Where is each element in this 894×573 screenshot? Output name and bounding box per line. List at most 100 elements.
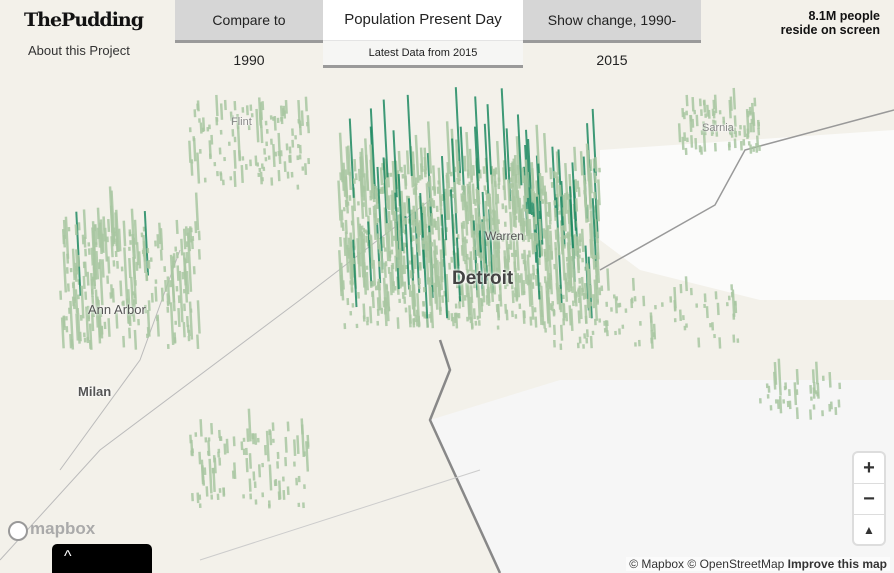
mapbox-logo-icon[interactable] — [8, 521, 28, 541]
improve-map-link[interactable]: Improve this map — [787, 557, 887, 571]
population-bar — [428, 175, 433, 202]
zoom-in-button[interactable]: + — [854, 453, 884, 484]
population-bar — [516, 190, 520, 208]
population-bar — [500, 88, 508, 180]
population-bar — [382, 157, 388, 224]
population-bar — [583, 282, 588, 300]
population-bar — [194, 221, 198, 234]
population-bar — [257, 97, 262, 126]
population-bar — [529, 273, 534, 306]
compass-button[interactable]: ▲ — [863, 523, 875, 537]
tab-show-change[interactable]: Show change, 1990-2015 — [523, 0, 701, 68]
population-bar — [525, 208, 530, 243]
about-project-link[interactable]: About this Project — [28, 43, 130, 58]
population-bar — [576, 245, 581, 271]
pudding-logo[interactable]: ThePudding — [24, 9, 144, 31]
population-bar — [365, 272, 369, 291]
population-bar — [473, 126, 480, 191]
population-bar — [64, 216, 70, 259]
population-bar — [555, 151, 560, 175]
population-bar — [482, 216, 486, 231]
population-bar — [338, 250, 343, 297]
population-bar — [112, 232, 116, 245]
population-bar — [254, 155, 258, 166]
population-bar — [369, 159, 374, 200]
population-bar — [566, 262, 571, 293]
population-bar — [223, 99, 227, 111]
population-bar — [199, 419, 203, 437]
population-bar — [147, 300, 151, 311]
population-bar — [422, 214, 428, 258]
population-bar — [135, 242, 140, 266]
population-bar — [472, 230, 477, 251]
population-bar — [593, 279, 599, 321]
population-bar — [111, 288, 115, 303]
population-bar — [509, 211, 513, 239]
population-bar — [589, 335, 593, 349]
population-bar — [423, 147, 428, 171]
population-bar — [486, 104, 493, 175]
population-bar — [828, 371, 832, 388]
drawer-toggle-button[interactable]: ^ — [52, 544, 152, 573]
population-bar — [466, 292, 471, 320]
city-label-warren: Warren — [485, 229, 524, 243]
population-bar — [562, 303, 566, 319]
population-bar — [460, 276, 465, 308]
population-bar — [133, 219, 138, 245]
tab-label: Population Present Day — [344, 11, 502, 28]
population-bar — [400, 190, 405, 234]
population-bar — [166, 276, 171, 305]
population-bar — [542, 228, 546, 239]
zoom-out-button[interactable]: − — [854, 484, 884, 515]
border-line — [428, 339, 502, 573]
population-bar — [154, 286, 158, 302]
population-bar — [573, 146, 577, 172]
population-bar — [132, 304, 136, 322]
population-bar — [408, 305, 412, 328]
population-bar — [180, 238, 184, 256]
map-controls: + − ▲ — [854, 453, 884, 544]
population-bar — [411, 220, 416, 233]
population-bar — [339, 262, 345, 301]
population-bar — [531, 168, 535, 189]
population-bar — [495, 140, 501, 182]
population-bar — [233, 462, 237, 480]
population-bar — [455, 237, 462, 302]
population-bar — [393, 210, 397, 223]
tab-compare-1990[interactable]: Compare to 1990 — [175, 0, 323, 68]
population-bar — [503, 250, 508, 280]
population-bar — [524, 159, 529, 198]
population-bar — [652, 323, 657, 340]
population-bar — [372, 259, 377, 286]
population-bar — [567, 209, 571, 224]
population-bar — [119, 280, 123, 297]
population-bar — [436, 260, 440, 285]
tab-population-present-day[interactable]: Population Present Day Latest Data from … — [323, 0, 523, 65]
population-bar — [169, 302, 175, 346]
population-bar — [369, 306, 373, 324]
population-bar — [255, 108, 260, 143]
population-bar — [718, 337, 722, 349]
population-bar — [570, 308, 574, 332]
population-bar — [535, 232, 539, 244]
population-bar — [427, 232, 433, 286]
population-bar — [259, 171, 263, 185]
population-bar — [466, 183, 471, 221]
mapbox-attribution-link[interactable]: © Mapbox — [629, 557, 685, 571]
population-bar — [265, 430, 270, 462]
population-bar — [454, 87, 462, 174]
population-bar — [107, 318, 111, 337]
population-bar — [386, 223, 392, 262]
population-bar — [414, 183, 419, 229]
osm-attribution-link[interactable]: © OpenStreetMap — [687, 557, 785, 571]
population-bar — [376, 222, 382, 284]
population-bar — [190, 238, 194, 250]
population-bar — [345, 146, 350, 175]
population-bar — [690, 135, 694, 148]
population-bar — [365, 171, 370, 191]
population-bar — [156, 234, 160, 249]
population-bar — [74, 224, 78, 236]
population-bar — [122, 335, 126, 348]
population-bar — [277, 170, 281, 182]
